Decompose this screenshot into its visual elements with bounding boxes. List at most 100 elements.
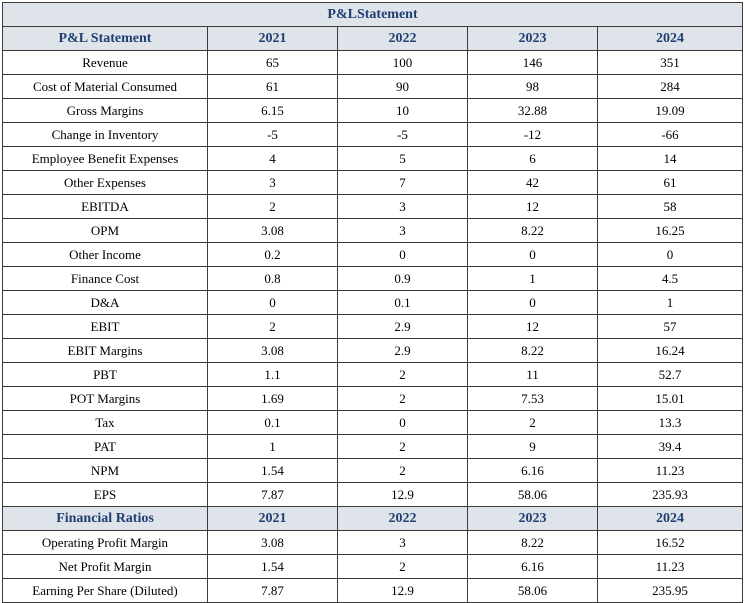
year-header: 2023	[467, 506, 598, 531]
row-label: Operating Profit Margin	[2, 530, 208, 555]
value-cell: 2	[337, 458, 468, 483]
value-cell: 146	[467, 50, 598, 75]
value-cell: 3	[207, 170, 338, 195]
value-cell: 3.08	[207, 218, 338, 243]
table-row: Operating Profit Margin 3.08 3 8.22 16.52	[2, 530, 744, 555]
year-header: 2023	[467, 26, 598, 51]
value-cell: 8.22	[467, 530, 598, 555]
value-cell: 6.16	[467, 554, 598, 579]
value-cell: 3	[337, 194, 468, 219]
value-cell: 12.9	[337, 578, 468, 603]
row-label: EBITDA	[2, 194, 208, 219]
row-label: POT Margins	[2, 386, 208, 411]
value-cell: 3.08	[207, 530, 338, 555]
value-cell: 5	[337, 146, 468, 171]
value-cell: 235.95	[596, 578, 744, 603]
value-cell: 12	[467, 194, 598, 219]
value-cell: 0	[207, 290, 338, 315]
value-cell: 2	[207, 314, 338, 339]
value-cell: 6	[467, 146, 598, 171]
value-cell: 11.23	[596, 554, 744, 579]
table-row: Employee Benefit Expenses 4 5 6 14	[2, 146, 744, 171]
value-cell: 0	[596, 242, 744, 267]
value-cell: 57	[596, 314, 744, 339]
section-header-label: Financial Ratios	[2, 506, 208, 531]
value-cell: 14	[596, 146, 744, 171]
value-cell: 1.69	[207, 386, 338, 411]
section-header-label: P&L Statement	[2, 26, 208, 51]
value-cell: 0	[467, 242, 598, 267]
table-row: D&A 0 0.1 0 1	[2, 290, 744, 315]
value-cell: -12	[467, 122, 598, 147]
value-cell: 351	[596, 50, 744, 75]
value-cell: 7	[337, 170, 468, 195]
value-cell: 42	[467, 170, 598, 195]
value-cell: 61	[596, 170, 744, 195]
value-cell: 58.06	[467, 578, 598, 603]
value-cell: -5	[337, 122, 468, 147]
value-cell: 39.4	[596, 434, 744, 459]
row-label: PBT	[2, 362, 208, 387]
value-cell: 6.15	[207, 98, 338, 123]
value-cell: 16.24	[596, 338, 744, 363]
table-row: Change in Inventory -5 -5 -12 -66	[2, 122, 744, 147]
row-label: D&A	[2, 290, 208, 315]
year-header: 2024	[596, 26, 744, 51]
table-row: OPM 3.08 3 8.22 16.25	[2, 218, 744, 243]
value-cell: 9	[467, 434, 598, 459]
row-label: Revenue	[2, 50, 208, 75]
value-cell: 100	[337, 50, 468, 75]
value-cell: 3.08	[207, 338, 338, 363]
value-cell: -66	[596, 122, 744, 147]
value-cell: 3	[337, 530, 468, 555]
value-cell: 58	[596, 194, 744, 219]
value-cell: 8.22	[467, 338, 598, 363]
row-label: Employee Benefit Expenses	[2, 146, 208, 171]
table-row: EBITDA 2 3 12 58	[2, 194, 744, 219]
value-cell: 61	[207, 74, 338, 99]
pl-body: Revenue 65 100 146 351 Cost of Material Consu…	[2, 50, 744, 507]
value-cell: 2	[337, 386, 468, 411]
table-row: Other Expenses 3 7 42 61	[2, 170, 744, 195]
value-cell: 65	[207, 50, 338, 75]
value-cell: 19.09	[596, 98, 744, 123]
value-cell: 12	[467, 314, 598, 339]
year-header: 2024	[596, 506, 744, 531]
table-row: PBT 1.1 2 11 52.7	[2, 362, 744, 387]
value-cell: 7.87	[207, 482, 338, 507]
row-label: Other Expenses	[2, 170, 208, 195]
row-label: Cost of Material Consumed	[2, 74, 208, 99]
value-cell: 11.23	[596, 458, 744, 483]
table-row: Gross Margins 6.15 10 32.88 19.09	[2, 98, 744, 123]
pl-header-row: P&L Statement 2021 2022 2023 2024	[2, 26, 744, 51]
value-cell: 16.52	[596, 530, 744, 555]
table-row: Cost of Material Consumed 61 90 98 284	[2, 74, 744, 99]
row-label: Earning Per Share (Diluted)	[2, 578, 208, 603]
value-cell: 0	[337, 410, 468, 435]
value-cell: 16.25	[596, 218, 744, 243]
value-cell: 0	[467, 290, 598, 315]
value-cell: 10	[337, 98, 468, 123]
value-cell: 15.01	[596, 386, 744, 411]
value-cell: 284	[596, 74, 744, 99]
value-cell: 90	[337, 74, 468, 99]
value-cell: 0.8	[207, 266, 338, 291]
row-label: NPM	[2, 458, 208, 483]
value-cell: -5	[207, 122, 338, 147]
year-header: 2021	[207, 26, 338, 51]
value-cell: 1	[207, 434, 338, 459]
value-cell: 11	[467, 362, 598, 387]
value-cell: 52.7	[596, 362, 744, 387]
table-title: P&LStatement	[1, 2, 744, 27]
value-cell: 0	[337, 242, 468, 267]
table-row: Other Income 0.2 0 0 0	[2, 242, 744, 267]
table-row: NPM 1.54 2 6.16 11.23	[2, 458, 744, 483]
row-label: Net Profit Margin	[2, 554, 208, 579]
table-row: Revenue 65 100 146 351	[2, 50, 744, 75]
value-cell: 1.1	[207, 362, 338, 387]
value-cell: 2.9	[337, 314, 468, 339]
value-cell: 4.5	[596, 266, 744, 291]
row-label: Finance Cost	[2, 266, 208, 291]
value-cell: 1.54	[207, 554, 338, 579]
